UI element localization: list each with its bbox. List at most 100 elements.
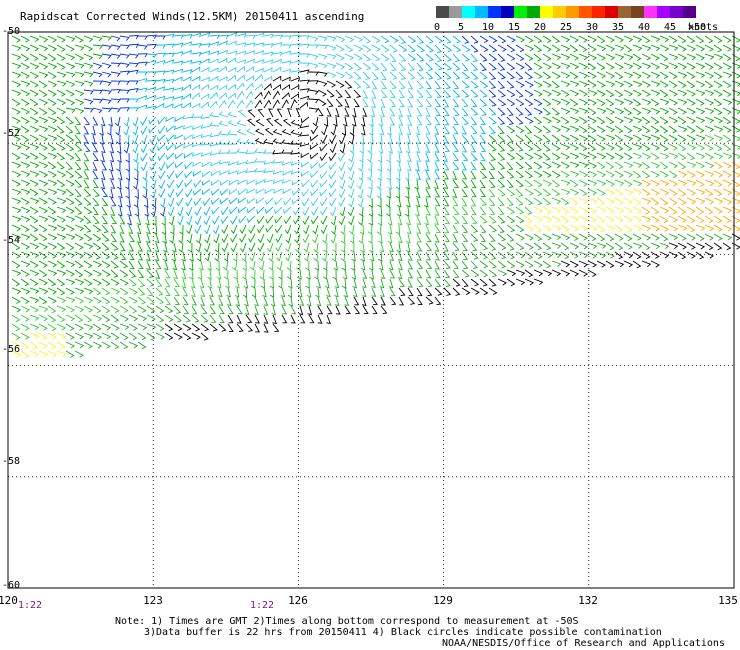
wind-barb	[497, 35, 507, 44]
wind-barb	[569, 260, 579, 268]
wind-barb	[125, 170, 130, 181]
wind-barb	[488, 44, 498, 53]
wind-barb	[443, 80, 451, 89]
wind-barb	[398, 296, 405, 306]
wind-barb	[196, 233, 202, 244]
wind-barb	[377, 152, 383, 163]
wind-barb	[158, 188, 166, 198]
wind-barb	[123, 143, 130, 154]
wind-barb	[614, 89, 624, 98]
wind-barb	[211, 206, 220, 215]
wind-barb	[704, 188, 714, 197]
wind-barb	[578, 242, 588, 250]
wind-barb	[614, 62, 624, 70]
wind-barb	[11, 125, 22, 133]
wind-barb	[668, 107, 678, 115]
wind-barb	[182, 296, 189, 306]
wind-barb	[146, 323, 157, 331]
wind-barb	[11, 116, 21, 124]
wind-barb	[367, 170, 373, 181]
wind-barb	[713, 80, 723, 88]
wind-barb	[704, 116, 715, 124]
wind-barb	[695, 62, 706, 70]
wind-barb	[677, 125, 688, 132]
wind-barb	[488, 80, 497, 89]
wind-barb	[461, 62, 469, 72]
wind-barb	[379, 125, 385, 136]
wind-barb	[524, 215, 533, 224]
wind-barb	[47, 125, 58, 133]
wind-barb	[578, 161, 589, 168]
wind-barb	[386, 152, 391, 163]
wind-barb	[191, 323, 201, 332]
wind-barb	[218, 100, 227, 109]
wind-barb	[323, 116, 329, 127]
wind-barb	[461, 260, 469, 270]
wind-barb	[470, 143, 477, 153]
wind-barb	[641, 170, 651, 179]
wind-barb	[329, 206, 337, 217]
wind-barb	[306, 287, 312, 298]
wind-barb	[290, 43, 301, 48]
wind-barb	[605, 80, 616, 88]
wind-barb	[368, 215, 373, 226]
wind-barb	[452, 152, 460, 162]
wind-barb	[387, 224, 393, 235]
wind-barb	[92, 287, 102, 296]
wind-barb	[443, 35, 452, 44]
wind-barb	[11, 296, 21, 304]
wind-barb	[263, 33, 274, 39]
wind-barb	[497, 125, 505, 135]
wind-barb	[65, 332, 75, 340]
wind-barb	[263, 67, 273, 73]
wind-barb	[443, 278, 451, 287]
wind-barb	[335, 35, 346, 43]
wind-barb	[515, 89, 524, 98]
wind-barb	[317, 35, 328, 42]
wind-barb	[65, 71, 76, 78]
wind-barb	[386, 206, 391, 217]
wind-barb	[290, 140, 300, 145]
wind-barb	[578, 80, 589, 88]
wind-barb	[461, 269, 470, 278]
wind-barb	[237, 206, 247, 214]
wind-barb	[506, 71, 516, 80]
wind-barb	[256, 215, 265, 225]
wind-barb	[235, 296, 241, 307]
wind-barb	[605, 134, 616, 142]
wind-barb	[191, 66, 201, 73]
wind-barb	[407, 116, 413, 126]
wind-barb	[416, 80, 424, 89]
wind-barb	[358, 161, 364, 172]
wind-barb	[379, 242, 385, 253]
wind-barb	[11, 188, 22, 195]
wind-barb	[319, 179, 328, 188]
wind-barb	[302, 215, 310, 225]
wind-barb	[273, 188, 283, 194]
wind-barb	[551, 89, 562, 97]
wind-barb	[398, 89, 405, 99]
wind-barb	[182, 114, 193, 120]
wind-barb	[560, 71, 571, 79]
wind-barb	[255, 188, 265, 195]
wind-barb	[281, 314, 288, 324]
wind-barb	[164, 296, 172, 306]
wind-barb	[515, 134, 525, 143]
wind-barb	[219, 179, 229, 187]
wind-barb	[186, 215, 193, 226]
wind-barb	[416, 44, 425, 53]
wind-barb	[184, 170, 193, 179]
wind-barb	[371, 278, 376, 288]
wind-barb	[632, 125, 643, 133]
wind-barb	[272, 51, 283, 57]
wind-barb	[371, 44, 381, 52]
wind-barb	[434, 161, 440, 171]
wind-barb	[108, 116, 113, 127]
wind-barb	[300, 53, 310, 58]
wind-barb	[524, 161, 533, 170]
wind-barb	[339, 179, 346, 190]
wind-barb	[254, 83, 264, 91]
wind-barb	[56, 35, 66, 43]
wind-barb	[434, 116, 441, 126]
wind-barb	[731, 206, 740, 214]
